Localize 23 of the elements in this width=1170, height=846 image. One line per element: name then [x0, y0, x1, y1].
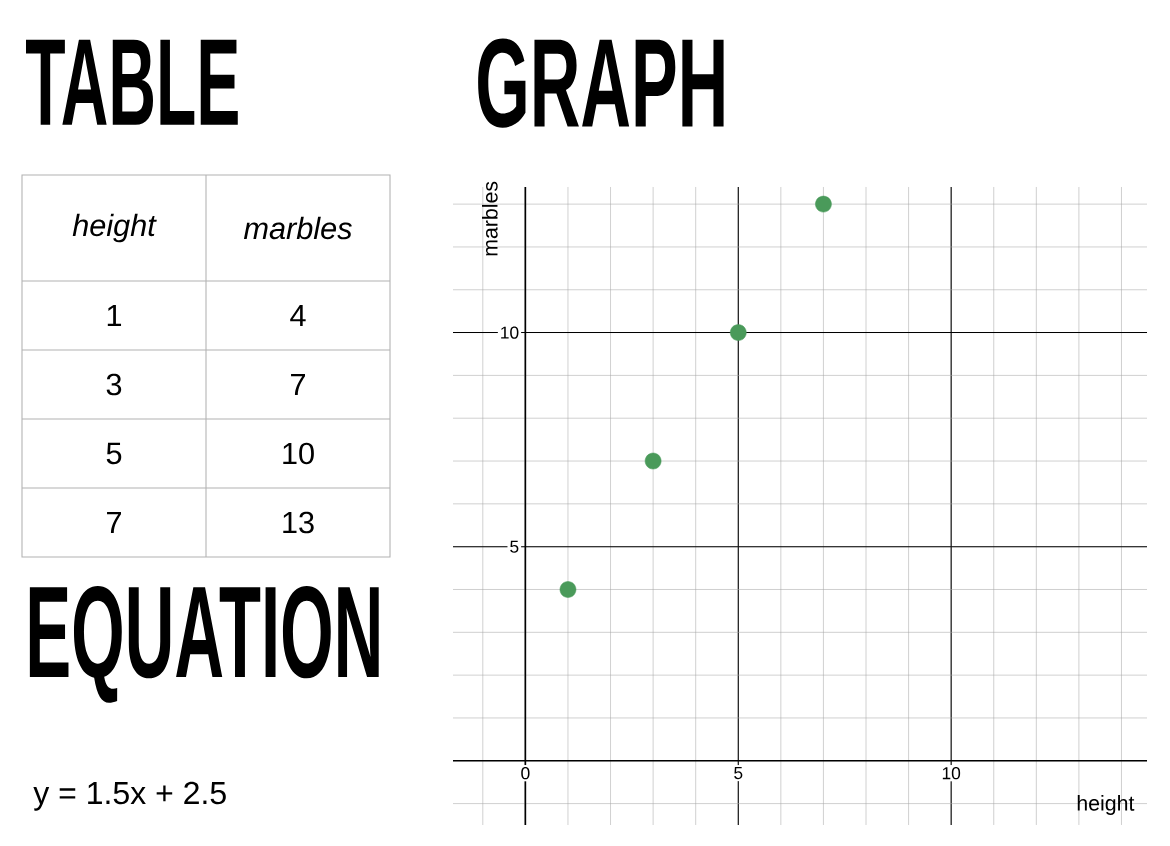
text: TABLE [26, 39, 238, 125]
x-tick-label: 5 [734, 767, 743, 780]
x-tick-label: 0 [521, 767, 530, 780]
text: height [72, 213, 157, 243]
text: marbles [243, 216, 352, 240]
text: EQUATION [29, 585, 379, 703]
x-axis-title: height [1077, 795, 1135, 815]
y-axis-title: marbles [482, 181, 498, 256]
point [815, 195, 832, 213]
text: y = 1.5x + 2.5 [33, 781, 226, 811]
text: 4 [290, 304, 306, 327]
point [730, 324, 747, 341]
text: 13 [283, 511, 314, 534]
text: 3 [106, 373, 122, 396]
text: 7 [291, 373, 305, 396]
x-tick-label: 10 [942, 767, 961, 780]
text: 10 [283, 442, 314, 465]
text: 5 [106, 442, 122, 465]
chart-title: GRAPH [478, 38, 724, 128]
text: 1 [107, 304, 122, 327]
point [559, 581, 577, 598]
text: 7 [107, 511, 121, 534]
point [644, 452, 662, 470]
